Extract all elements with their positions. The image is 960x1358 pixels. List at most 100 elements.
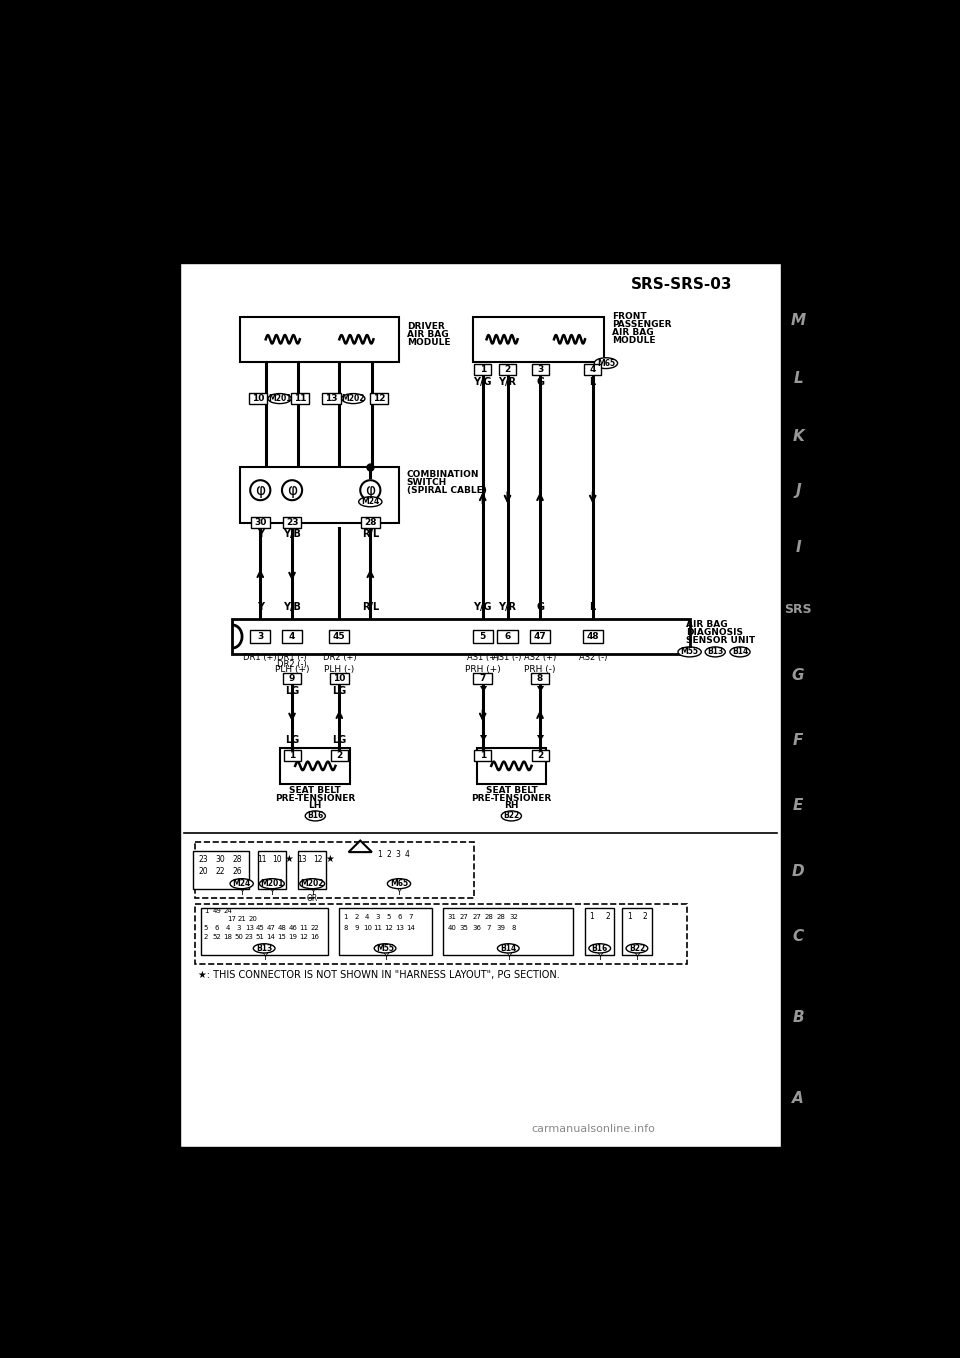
Text: 2: 2: [605, 913, 610, 921]
Ellipse shape: [497, 944, 519, 953]
Text: 13: 13: [396, 925, 404, 930]
Text: J: J: [795, 482, 801, 498]
Text: 30: 30: [215, 856, 225, 864]
Ellipse shape: [305, 811, 325, 822]
Text: 1: 1: [204, 909, 208, 914]
Text: 11: 11: [300, 925, 308, 930]
Text: 9: 9: [354, 925, 359, 930]
Text: 1: 1: [344, 914, 348, 919]
Bar: [232, 619, 689, 655]
Ellipse shape: [678, 646, 701, 657]
Text: 7: 7: [487, 925, 492, 930]
Text: M65: M65: [390, 879, 408, 888]
Text: M202: M202: [342, 394, 365, 403]
Text: 7: 7: [408, 914, 413, 919]
Text: L: L: [793, 371, 803, 386]
Ellipse shape: [268, 394, 291, 403]
Text: 11: 11: [373, 925, 383, 930]
Text: 12: 12: [372, 394, 385, 403]
Text: 11: 11: [257, 856, 267, 864]
Text: 13: 13: [298, 856, 307, 864]
Text: 1: 1: [377, 850, 382, 858]
Text: B14: B14: [732, 648, 748, 656]
Text: (SPIRAL CABLE): (SPIRAL CABLE): [407, 486, 487, 494]
Text: 11: 11: [294, 394, 306, 403]
Ellipse shape: [359, 497, 382, 507]
Text: 4: 4: [365, 914, 370, 919]
Text: 14: 14: [267, 934, 276, 940]
Bar: [280, 748, 350, 784]
Text: 45: 45: [333, 631, 346, 641]
Ellipse shape: [626, 944, 648, 953]
Ellipse shape: [230, 879, 253, 888]
Text: 3: 3: [375, 914, 380, 919]
Bar: [195, 842, 474, 898]
Text: M24: M24: [361, 497, 379, 507]
Text: 15: 15: [277, 934, 286, 940]
Text: 1: 1: [589, 913, 594, 921]
Text: Y: Y: [479, 686, 486, 697]
Text: DR1 (+): DR1 (+): [244, 653, 277, 661]
Text: F: F: [793, 733, 804, 748]
Text: 14: 14: [406, 925, 415, 930]
Text: 28: 28: [364, 517, 376, 527]
Text: 27: 27: [460, 914, 468, 919]
Text: PRE-TENSIONER: PRE-TENSIONER: [276, 793, 355, 803]
Text: 17: 17: [228, 917, 236, 922]
Text: 12: 12: [385, 925, 394, 930]
Text: ★: ★: [324, 854, 334, 864]
Ellipse shape: [342, 394, 365, 403]
Text: 3: 3: [537, 365, 543, 373]
Text: 4: 4: [226, 925, 229, 930]
Text: Y/R: Y/R: [498, 378, 516, 387]
Text: AIR BAG: AIR BAG: [407, 330, 448, 340]
Text: 48: 48: [587, 631, 599, 641]
Bar: [339, 909, 432, 955]
Bar: [497, 630, 517, 642]
Text: 28: 28: [232, 856, 242, 864]
Text: L: L: [589, 378, 596, 387]
Text: Y/G: Y/G: [473, 602, 492, 612]
Bar: [474, 751, 492, 762]
Text: MODULE: MODULE: [612, 335, 656, 345]
Text: E: E: [793, 799, 804, 813]
Bar: [283, 751, 300, 762]
Text: 52: 52: [212, 934, 221, 940]
Ellipse shape: [300, 879, 324, 888]
Text: 20: 20: [249, 917, 257, 922]
Text: 2: 2: [537, 751, 543, 760]
Text: 2: 2: [387, 850, 392, 858]
Bar: [585, 909, 614, 955]
Text: SRS: SRS: [784, 603, 812, 617]
Ellipse shape: [374, 944, 396, 953]
Text: Y: Y: [537, 736, 543, 746]
Text: AIR BAG: AIR BAG: [685, 621, 728, 630]
Text: A: A: [792, 1090, 804, 1105]
Text: 35: 35: [460, 925, 468, 930]
Text: PRE-TENSIONER: PRE-TENSIONER: [471, 793, 551, 803]
Text: Y: Y: [506, 953, 511, 961]
Text: LG: LG: [285, 736, 300, 746]
Text: LG: LG: [285, 686, 300, 697]
Text: 1: 1: [480, 751, 486, 760]
Text: SEAT BELT: SEAT BELT: [486, 786, 538, 794]
Text: 10: 10: [252, 394, 264, 403]
Text: 20: 20: [198, 866, 207, 876]
Text: PRH (+): PRH (+): [465, 665, 500, 674]
Text: B22: B22: [503, 812, 519, 820]
Text: Y: Y: [382, 953, 388, 961]
Bar: [180, 263, 781, 1148]
Text: Y/B: Y/B: [283, 530, 301, 539]
Text: AS1 (+): AS1 (+): [467, 653, 499, 661]
Bar: [330, 674, 348, 684]
Text: 30: 30: [254, 517, 267, 527]
Text: SENSOR UNIT: SENSOR UNIT: [685, 636, 755, 645]
Text: 28: 28: [485, 914, 493, 919]
Text: MODULE: MODULE: [407, 338, 450, 346]
Text: AIR BAG: AIR BAG: [612, 327, 654, 337]
Bar: [283, 674, 301, 684]
Text: AS1 (-): AS1 (-): [493, 653, 521, 661]
Text: 24: 24: [224, 909, 232, 914]
Text: D: D: [792, 864, 804, 879]
Text: 28: 28: [497, 914, 506, 919]
